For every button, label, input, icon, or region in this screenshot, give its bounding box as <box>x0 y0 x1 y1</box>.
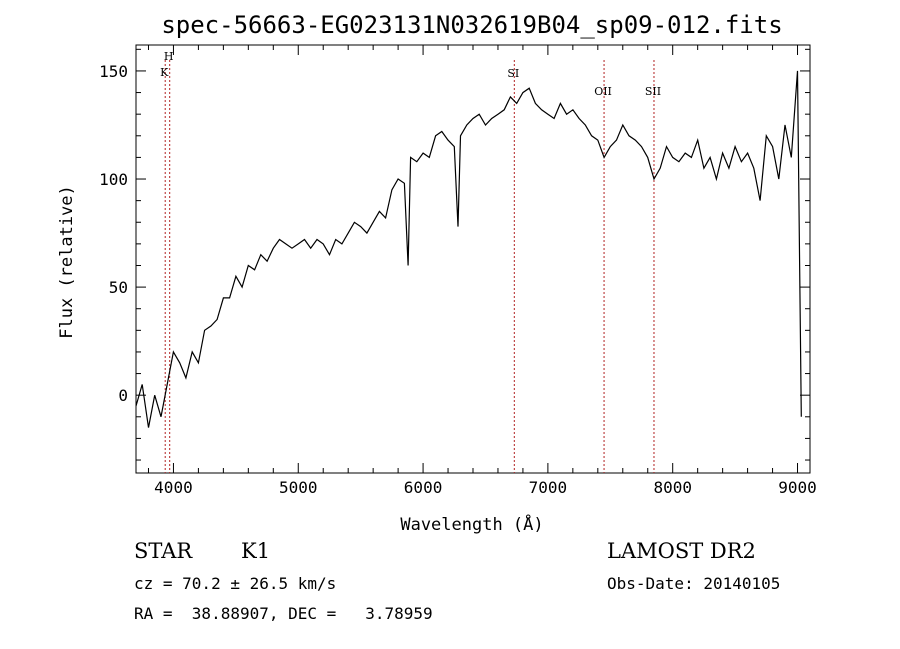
redshift-cz: cz = 70.2 ± 26.5 km/s <box>134 574 337 593</box>
plot-area: 4000 5000 6000 7000 8000 9000 0 50 100 150 HK SI OII… <box>99 44 817 497</box>
survey-name: LAMOST DR2 <box>607 539 756 563</box>
line-marker-label: K <box>160 66 169 79</box>
x-tick-label: 5000 <box>279 478 318 497</box>
x-tick-label: 7000 <box>529 478 568 497</box>
spectrum-line <box>135 70 802 428</box>
y-tick-label: 150 <box>99 62 128 81</box>
coordinates: RA = 38.88907, DEC = 3.78959 <box>134 604 433 623</box>
x-tick-label: 6000 <box>404 478 443 497</box>
line-marker-label: H <box>164 50 174 63</box>
object-subclass: K1 <box>241 539 271 563</box>
chart-title: spec-56663-EG023131N032619B04_sp09-012.f… <box>161 11 782 39</box>
y-tick-label: 50 <box>109 278 128 297</box>
y-axis-label: Flux (relative) <box>57 185 77 339</box>
x-axis-label: Wavelength (Å) <box>400 513 543 535</box>
axes-frame <box>135 44 811 474</box>
y-tick-label: 100 <box>99 170 128 189</box>
x-tick-label: 4000 <box>154 478 193 497</box>
line-marker-label: SII <box>645 85 661 98</box>
x-tick-label: 8000 <box>653 478 692 497</box>
observation-date: Obs-Date: 20140105 <box>607 574 781 593</box>
x-tick-label: 9000 <box>778 478 817 497</box>
object-class: STAR <box>134 539 193 563</box>
line-marker-label: OII <box>594 85 612 98</box>
line-marker-label: SI <box>507 67 519 80</box>
y-tick-label: 0 <box>118 386 128 405</box>
